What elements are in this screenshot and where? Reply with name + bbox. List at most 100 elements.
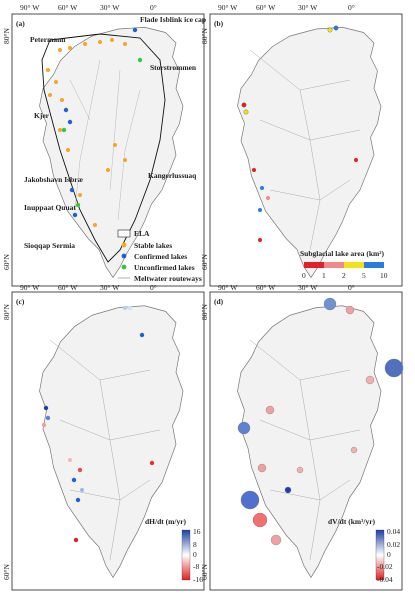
svg-text:-16: -16 [193, 575, 203, 584]
stable-lake [98, 40, 102, 44]
stable-lake [66, 148, 70, 152]
svg-text:30° W: 30° W [100, 283, 120, 292]
panel-label-d: (d) [214, 297, 224, 306]
place-names: Petermann Flade Isblink ice cap Storstro… [24, 15, 206, 250]
stable-lake [123, 158, 127, 162]
svg-text:ELA: ELA [134, 229, 150, 238]
confirmed-lake [72, 212, 78, 218]
svg-text:60° W: 60° W [58, 283, 78, 292]
stable-lake [58, 128, 62, 132]
ela-line [41, 33, 166, 263]
stable-lake [58, 48, 62, 52]
meltwater-routeways [69, 59, 141, 221]
svg-text:0°: 0° [150, 283, 157, 292]
lakes-b [241, 25, 358, 242]
svg-text:2: 2 [342, 271, 346, 280]
colorbar-c: dH/dt (m/yr) 16 8 0 -8 -16 [145, 517, 203, 584]
svg-text:1: 1 [322, 271, 326, 280]
svg-text:80°N: 80°N [200, 28, 209, 44]
confirmed-lake [69, 187, 75, 193]
svg-text:0°: 0° [150, 3, 157, 12]
unconfirmed-lake [75, 202, 81, 208]
confirmed-lake [67, 119, 73, 125]
panel-label-c: (c) [16, 297, 25, 306]
place-kjer: Kjer [34, 111, 50, 120]
svg-text:-0.02: -0.02 [377, 562, 393, 571]
svg-text:60° W: 60° W [256, 283, 276, 292]
place-jakobshavn: Jakobshavn Isbræ [24, 175, 84, 184]
svg-text:Meltwater routeways: Meltwater routeways [134, 274, 202, 283]
svg-text:-0.04: -0.04 [377, 575, 393, 584]
panel-label-a: (a) [16, 19, 25, 28]
confirmed-lake [132, 27, 138, 33]
stable-lake [123, 42, 127, 46]
svg-text:90° W: 90° W [218, 3, 238, 12]
svg-text:0: 0 [193, 550, 197, 559]
svg-text:-8: -8 [193, 562, 199, 571]
stable-lake [113, 143, 117, 147]
svg-text:0°: 0° [348, 283, 355, 292]
svg-text:90° W: 90° W [218, 283, 238, 292]
place-petermann: Petermann [30, 35, 66, 44]
panel-a [11, 13, 205, 287]
svg-text:0.02: 0.02 [387, 540, 400, 549]
stable-lake [68, 46, 72, 50]
stable-lake [106, 168, 110, 172]
svg-text:Confirmed lakes: Confirmed lakes [134, 252, 187, 261]
svg-text:10: 10 [380, 271, 388, 280]
svg-text:0°: 0° [348, 3, 355, 12]
svg-text:60°N: 60°N [200, 564, 209, 580]
svg-text:60°N: 60°N [200, 254, 209, 270]
svg-text:5: 5 [362, 271, 366, 280]
unconfirmed-lake [137, 57, 143, 63]
place-sioqqap: Sioqqap Sermia [24, 241, 75, 250]
svg-text:80°N: 80°N [2, 28, 11, 44]
lakes-c [41, 305, 155, 543]
place-storstrommen: Storstrommen [150, 63, 197, 72]
stable-lake [110, 38, 114, 42]
panel-d [209, 291, 403, 591]
stable-lake [46, 68, 50, 72]
svg-text:80°N: 80°N [2, 304, 11, 320]
graticule-labels: 90° W 60° W 30° W 0° 90° W 60° W 30° W 0… [2, 3, 355, 580]
stable-lake [78, 193, 82, 197]
svg-text:0: 0 [302, 271, 306, 280]
svg-text:0: 0 [387, 550, 391, 559]
stable-lake [83, 42, 87, 46]
unconfirmed-lake [61, 127, 67, 133]
legend-b-title: Subglacial lake area (km²) [300, 249, 384, 258]
svg-text:80°N: 80°N [200, 304, 209, 320]
svg-text:60°N: 60°N [2, 564, 11, 580]
svg-text:60° W: 60° W [256, 3, 276, 12]
svg-text:16: 16 [193, 527, 201, 536]
legend-b: Subglacial lake area (km²) 0 1 2 5 10 [300, 249, 388, 280]
lakes-d [237, 297, 404, 546]
colorbar-d-title: dV/dt (km³/yr) [328, 517, 376, 526]
svg-text:0.04: 0.04 [387, 527, 400, 536]
svg-text:60° W: 60° W [58, 3, 78, 12]
stable-lake [48, 93, 52, 97]
stable-lake [60, 98, 64, 102]
svg-text:Unconfirmed lakes: Unconfirmed lakes [134, 263, 195, 272]
svg-text:30° W: 30° W [298, 283, 318, 292]
svg-text:8: 8 [193, 540, 197, 549]
panel-label-b: (b) [214, 19, 224, 28]
place-inuppaat: Inuppaat Quuat [24, 203, 76, 212]
place-flade-isblink: Flade Isblink ice cap [140, 15, 206, 24]
colorbar-c-title: dH/dt (m/yr) [145, 517, 187, 526]
legend-a: ELA Stable lakes Confirmed lakes Unconfi… [117, 229, 202, 283]
stable-lake [93, 223, 97, 227]
place-kangerlussuaq: Kangerlussuaq [148, 171, 197, 180]
svg-text:60°N: 60°N [2, 254, 11, 270]
svg-text:90° W: 90° W [20, 3, 40, 12]
stable-lake [54, 80, 58, 84]
lakes-a [46, 27, 143, 227]
panel-c [11, 291, 205, 591]
colorbar-d: dV/dt (km³/yr) 0.04 0.02 0 -0.02 -0.04 [328, 517, 400, 584]
confirmed-lake [63, 107, 69, 113]
svg-text:30° W: 30° W [100, 3, 120, 12]
svg-text:Stable lakes: Stable lakes [134, 241, 172, 250]
svg-text:30° W: 30° W [298, 3, 318, 12]
panel-b [209, 13, 403, 287]
